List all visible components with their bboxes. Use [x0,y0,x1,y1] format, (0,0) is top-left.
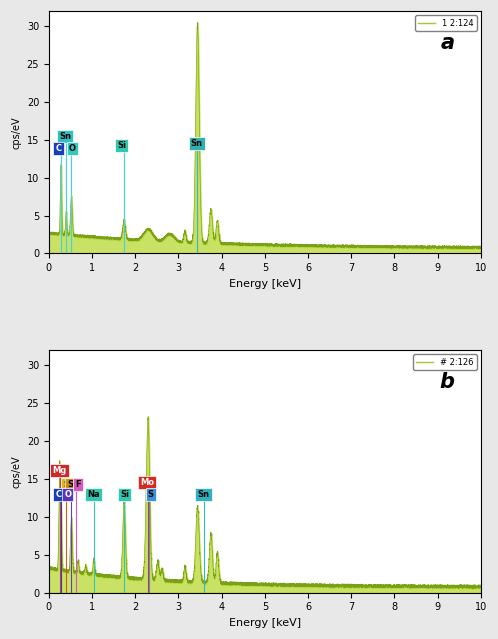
Text: Sn: Sn [191,139,203,148]
Text: S: S [63,480,69,489]
Y-axis label: cps/eV: cps/eV [11,455,21,488]
X-axis label: Energy [keV]: Energy [keV] [229,618,301,628]
Text: Sn: Sn [59,132,71,141]
Text: Mo: Mo [140,479,154,488]
X-axis label: Energy [keV]: Energy [keV] [229,279,301,289]
Text: Sn: Sn [67,480,79,489]
Legend: 1 2:124: 1 2:124 [415,15,477,31]
Text: S: S [148,489,154,498]
Text: a: a [441,33,455,53]
Y-axis label: cps/eV: cps/eV [11,116,21,149]
Text: Sn: Sn [198,489,210,498]
Text: Mg: Mg [53,466,67,475]
Text: O: O [69,144,76,153]
Text: O: O [64,489,71,498]
Text: C: C [55,489,61,498]
Text: b: b [440,372,455,392]
Legend: # 2:126: # 2:126 [413,355,477,370]
Text: Si: Si [120,489,129,498]
Text: F: F [75,480,81,489]
Text: C: C [55,144,61,153]
Text: Na: Na [88,489,100,498]
Text: Si: Si [117,141,126,150]
